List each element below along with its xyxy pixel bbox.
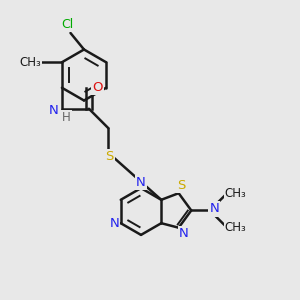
Text: N: N <box>109 217 119 230</box>
Text: N: N <box>209 202 219 215</box>
Text: H: H <box>62 111 71 124</box>
Text: N: N <box>179 227 189 240</box>
Text: N: N <box>49 104 58 117</box>
Text: S: S <box>105 150 113 163</box>
Text: O: O <box>92 81 103 94</box>
Text: CH₃: CH₃ <box>224 187 246 200</box>
Text: N: N <box>136 176 146 189</box>
Text: Cl: Cl <box>61 18 73 31</box>
Text: S: S <box>177 179 185 192</box>
Text: CH₃: CH₃ <box>19 56 41 69</box>
Text: CH₃: CH₃ <box>224 221 246 234</box>
